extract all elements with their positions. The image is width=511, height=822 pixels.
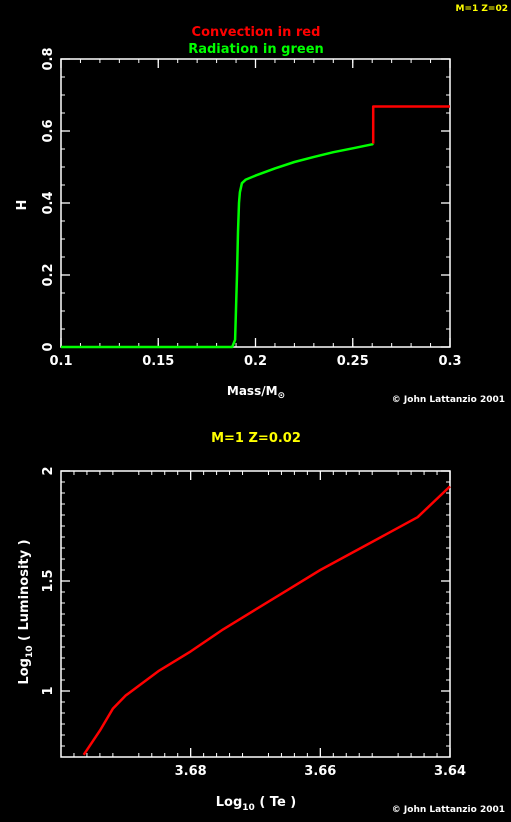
y-axis-label-sub: 10 — [25, 646, 35, 659]
x-tick-label: 0.15 — [142, 354, 174, 369]
y-axis-label: H — [15, 200, 30, 211]
evolution-track-line — [82, 485, 451, 756]
x-axis-label-symbol: ⊙ — [278, 391, 286, 401]
x-tick-label: 0.25 — [337, 354, 369, 369]
y-tick-label: 0.8 — [41, 47, 56, 70]
chart-title-convection: Convection in red — [192, 25, 321, 40]
y-axis-label: Log10 ( Luminosity ) — [17, 539, 35, 684]
corner-label: M=1 Z=02 — [456, 4, 508, 14]
plot-frame — [60, 58, 451, 348]
y-tick-label: 1.5 — [41, 569, 56, 592]
plot-frame — [60, 470, 451, 758]
radiation-line — [61, 142, 374, 349]
y-tick-label: 0.4 — [41, 191, 56, 214]
x-axis-label: Mass/M⊙ — [227, 384, 285, 401]
hydrogen-profile-chart: Convection in red Radiation in green 0.1 0.… — [15, 25, 505, 405]
x-tick-label: 3.68 — [175, 764, 207, 779]
x-tick-label: 0.3 — [438, 354, 461, 369]
y-axis-label-rest: ( Luminosity ) — [17, 539, 32, 645]
x-axis-label-rest: ( Te ) — [255, 795, 296, 810]
convection-line — [371, 105, 450, 144]
y-tick-label: 0 — [41, 342, 56, 351]
x-tick-label: 0.1 — [49, 354, 72, 369]
y-tick-label: 0.6 — [41, 119, 56, 142]
copyright-top: © John Lattanzio 2001 — [392, 395, 505, 405]
x-tick-label: 3.66 — [304, 764, 336, 779]
y-tick-label: 0.2 — [41, 263, 56, 286]
x-axis-label: Log10 ( Te ) — [216, 795, 296, 813]
copyright-bottom: © John Lattanzio 2001 — [392, 805, 505, 815]
chart-title-radiation: Radiation in green — [188, 42, 324, 57]
x-tick-label: 3.64 — [434, 764, 466, 779]
y-tick-label: 1 — [41, 686, 56, 695]
x-axis-label-log: Log — [216, 795, 243, 810]
x-axis-label-text: Mass/M — [227, 384, 278, 398]
chart-title: M=1 Z=0.02 — [211, 431, 301, 446]
y-tick-label: 2 — [41, 466, 56, 475]
x-tick-label: 0.2 — [244, 354, 267, 369]
y-axis-label-log: Log — [17, 658, 32, 685]
x-axis-label-sub: 10 — [242, 803, 255, 813]
